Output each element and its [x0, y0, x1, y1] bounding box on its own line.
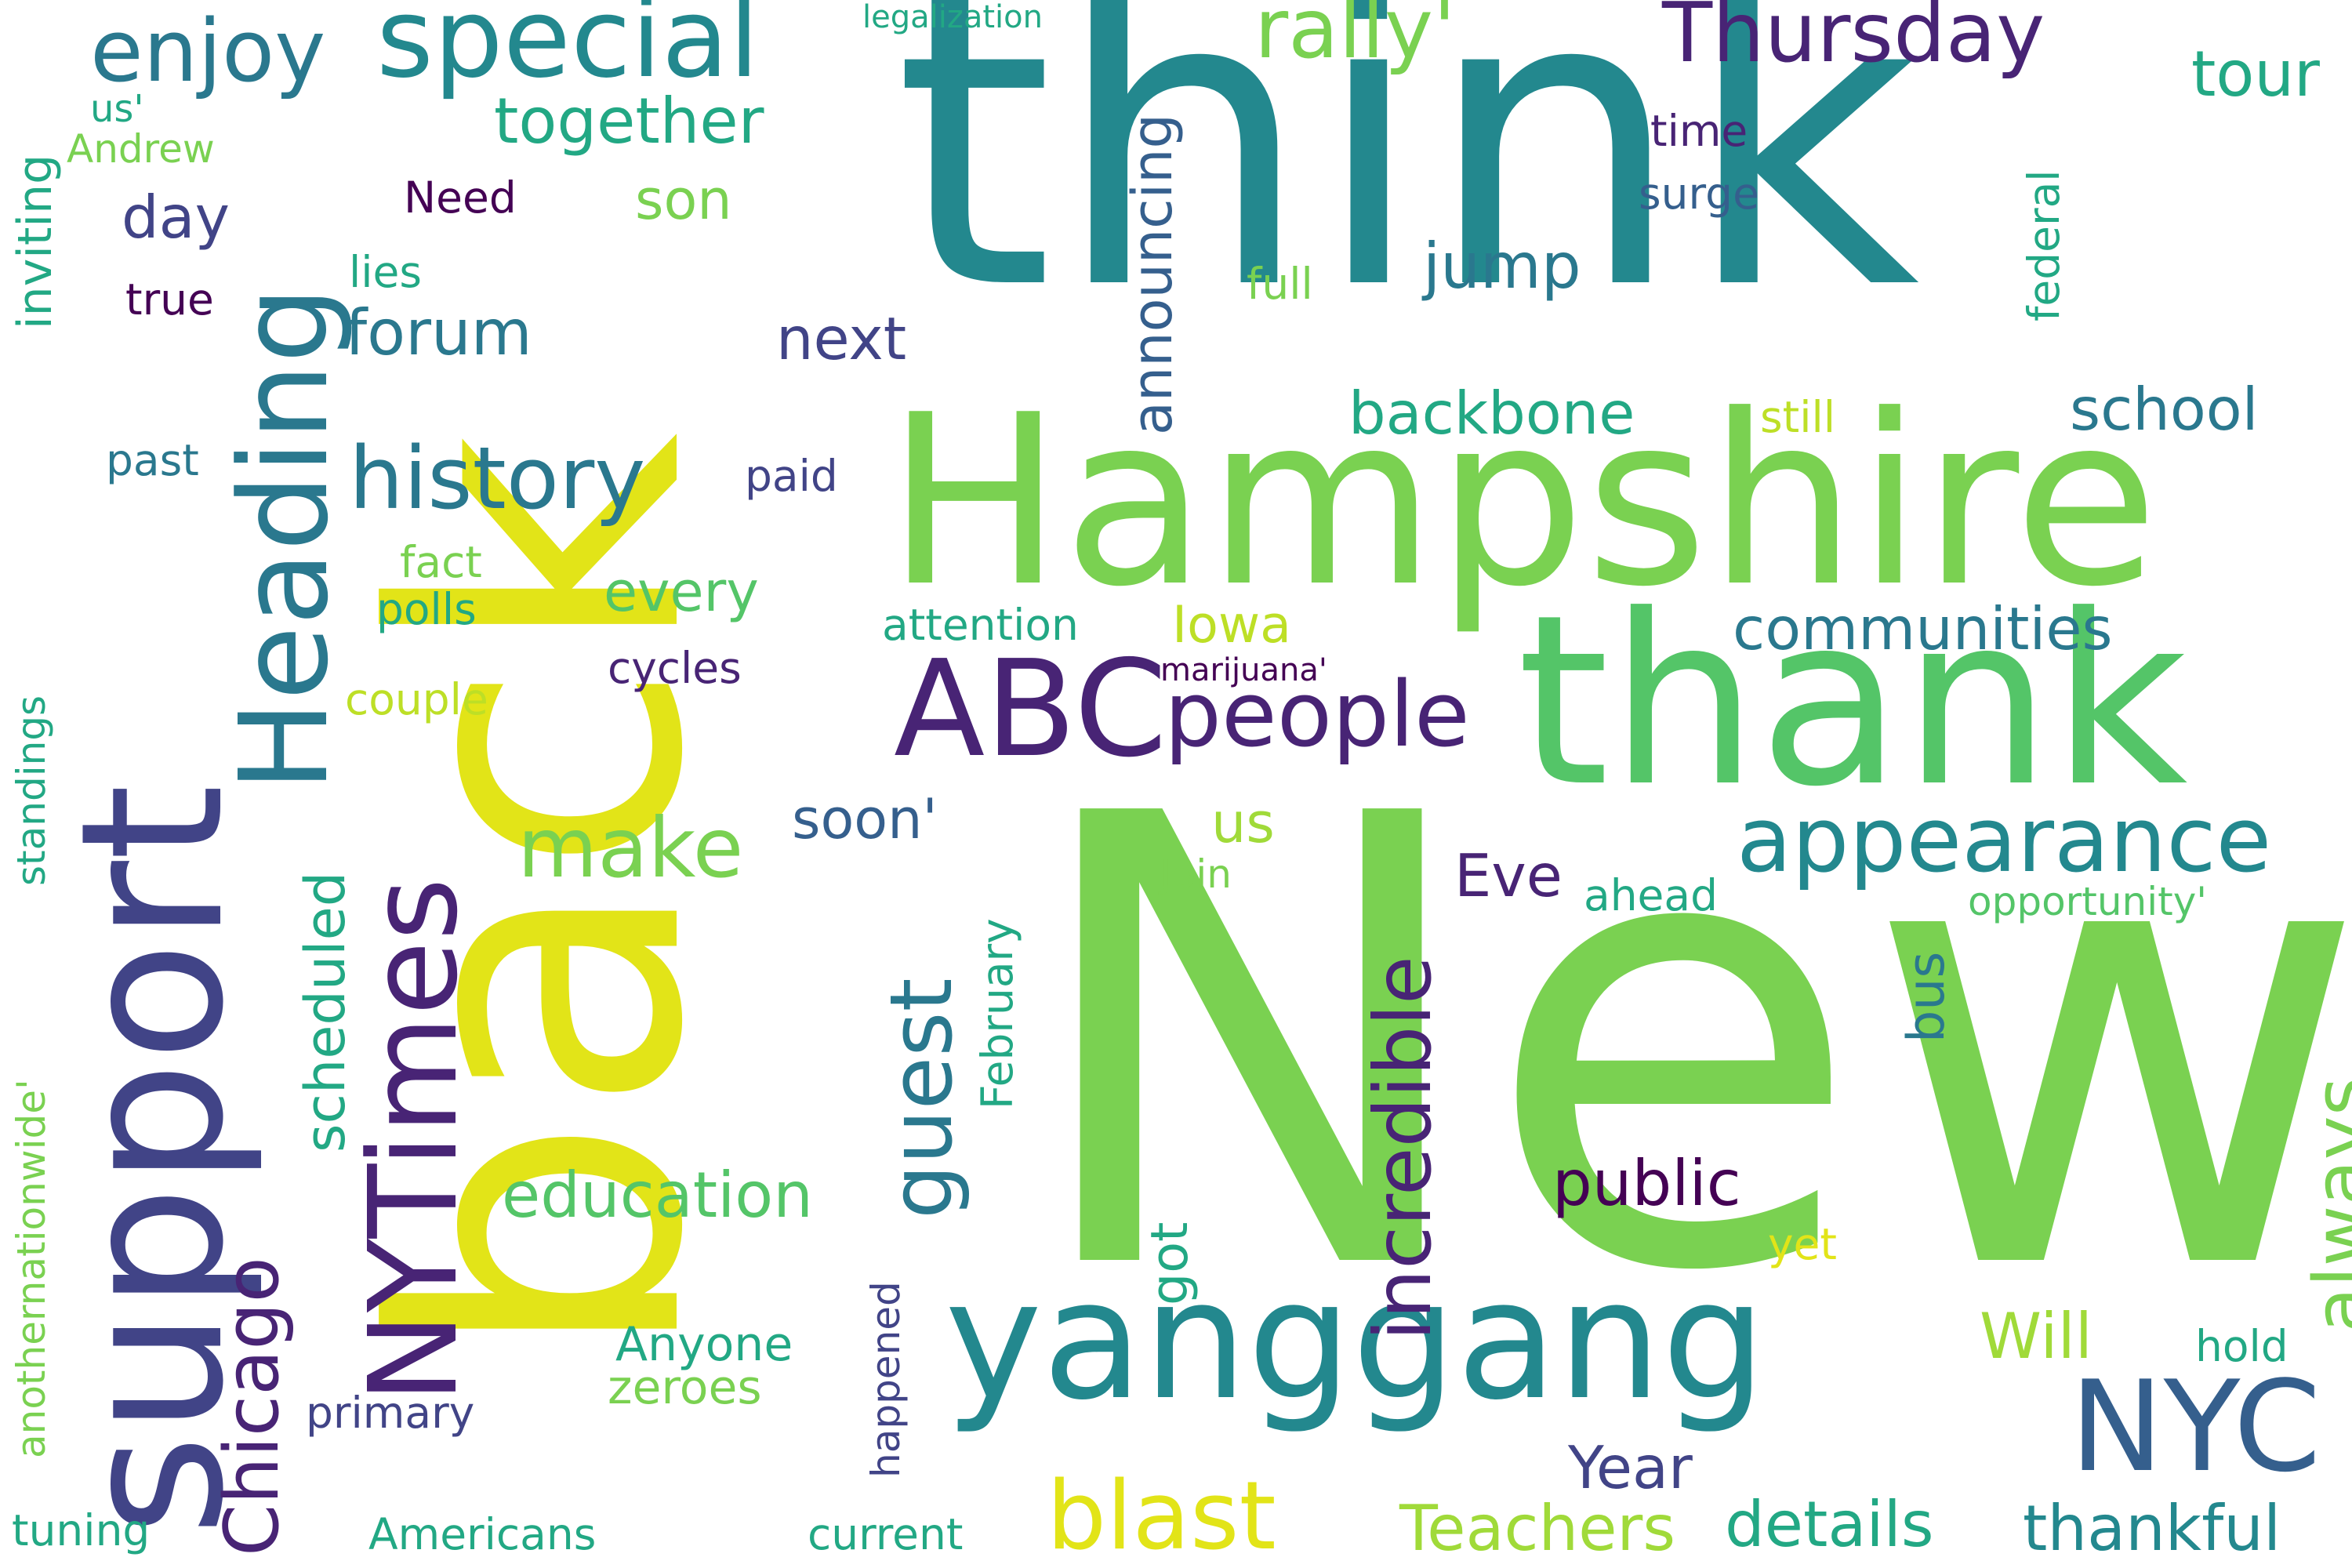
- word-bus: bus: [1897, 951, 1956, 1043]
- word-blast: blast: [1047, 1462, 1276, 1568]
- word-legalization: legalization: [862, 0, 1043, 35]
- word-opportunity: opportunity': [1968, 879, 2208, 924]
- word-yanggang: yanggang: [945, 1244, 1766, 1436]
- word-together: together: [494, 85, 764, 158]
- word-appearance: appearance: [1737, 788, 2272, 893]
- word-rally: rally': [1254, 0, 1456, 77]
- word-hampshire: Hampshire: [886, 365, 2159, 638]
- word-communities: communities: [1733, 594, 2113, 663]
- word-americans: Americans: [368, 1509, 597, 1559]
- word-past: past: [106, 435, 199, 485]
- word-forum: forum: [345, 296, 532, 369]
- word-happened: happened: [863, 1281, 909, 1478]
- word-cycles: cycles: [608, 643, 742, 693]
- word-thank: thank: [1517, 564, 2188, 838]
- word-son: son: [635, 168, 732, 232]
- word-special: special: [376, 0, 760, 103]
- word-guest: guest: [871, 978, 971, 1219]
- word-lies: lies: [349, 247, 423, 297]
- word-scheduled: scheduled: [293, 871, 358, 1152]
- word-time: time: [1650, 106, 1748, 156]
- word-hold: hold: [2195, 1321, 2288, 1371]
- word-always: always: [2299, 1076, 2352, 1333]
- word-nyc: NYC: [2070, 1353, 2321, 1500]
- word-day: day: [122, 183, 230, 252]
- word-will: Will: [1980, 1300, 2093, 1373]
- word-new: New: [1019, 686, 2352, 1406]
- word-history: history: [349, 428, 646, 528]
- word-teachers: Teachers: [1399, 1492, 1675, 1565]
- word-surge: surge: [1639, 169, 1759, 219]
- word-still: still: [1760, 392, 1836, 442]
- word-people: people: [1164, 662, 1470, 768]
- word-paid: paid: [745, 451, 838, 501]
- word-fact: fact: [400, 537, 482, 587]
- word-standings: standings: [9, 695, 54, 886]
- word-eve: Eve: [1454, 841, 1563, 910]
- word-federal: federal: [2019, 169, 2069, 321]
- word-every: every: [604, 560, 759, 624]
- word-us: us: [1211, 791, 1275, 855]
- word-ahead: ahead: [1584, 870, 1719, 920]
- word-true: true: [125, 274, 214, 325]
- word-abc: ABC: [894, 632, 1167, 787]
- word-next: next: [776, 304, 907, 373]
- word-primary: primary: [306, 1388, 475, 1438]
- word-join: Join: [1160, 851, 1232, 897]
- word-incredible: incredible: [1357, 956, 1449, 1341]
- word-heading: Heading: [213, 286, 355, 792]
- word-attention: attention: [882, 600, 1079, 650]
- word-got: got: [1141, 1221, 1200, 1305]
- word-school: school: [2070, 375, 2259, 444]
- word-inviting: inviting: [8, 154, 63, 329]
- word-anyone: Anyone: [615, 1317, 793, 1372]
- word-february: February: [972, 918, 1022, 1109]
- word-yet: yet: [1768, 1219, 1837, 1269]
- word-announcing: announcing: [1120, 114, 1185, 435]
- word-jump: jump: [1423, 230, 1581, 303]
- word-us-quote: us': [90, 87, 144, 131]
- word-public: public: [1552, 1147, 1741, 1220]
- word-current: current: [808, 1509, 964, 1559]
- word-soon: soon': [792, 787, 938, 851]
- word-backbone: backbone: [1348, 379, 1635, 448]
- word-andrew: Andrew: [67, 126, 215, 172]
- word-marijuana: marijuana': [1160, 652, 1327, 688]
- word-nytimes: NYTimes: [343, 877, 485, 1403]
- word-chicago: Chicago: [209, 1257, 296, 1556]
- word-anothernationwide: anothernationwide': [9, 1079, 54, 1458]
- word-need: Need: [404, 172, 517, 223]
- word-couple: couple: [345, 674, 488, 724]
- word-tour: tour: [2191, 38, 2320, 111]
- word-thankful: thankful: [2023, 1492, 2281, 1565]
- word-full: full: [1247, 259, 1313, 309]
- word-zeroes: zeroes: [608, 1360, 762, 1415]
- word-tuning: tuning: [12, 1505, 151, 1555]
- word-thursday: Thursday: [1662, 0, 2045, 81]
- word-polls: polls: [376, 584, 477, 634]
- word-year: Year: [1568, 1433, 1693, 1502]
- word-think: think: [894, 0, 1920, 379]
- word-iowa: Iowa: [1172, 596, 1291, 655]
- word-details: details: [1725, 1488, 1934, 1561]
- word-enjoy: enjoy: [90, 1, 326, 101]
- word-make: make: [517, 800, 744, 896]
- word-education: education: [502, 1159, 813, 1232]
